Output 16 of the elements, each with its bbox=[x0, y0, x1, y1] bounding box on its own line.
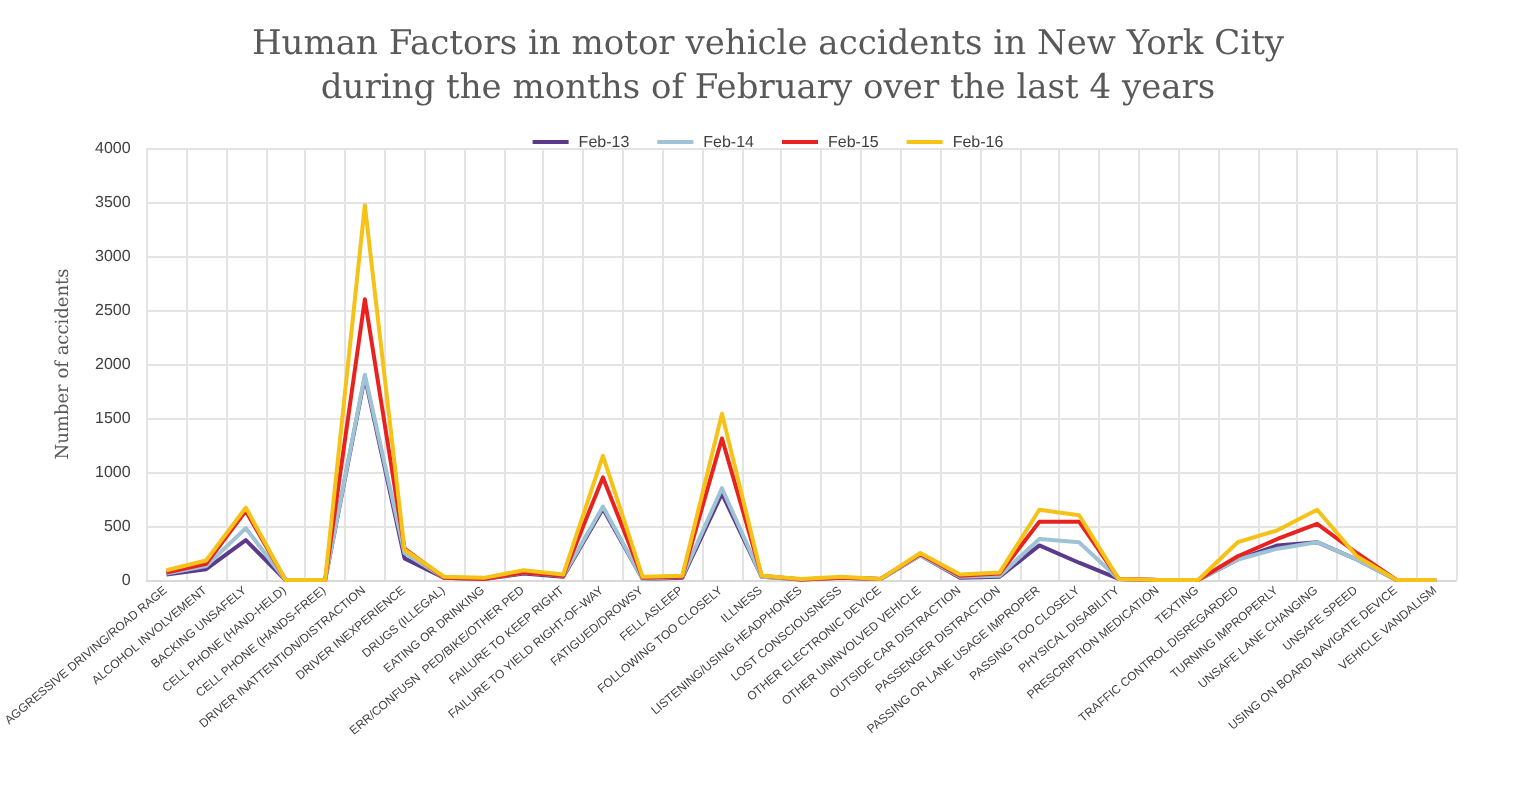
y-tick-label: 1500 bbox=[95, 409, 132, 427]
legend-label: Feb-14 bbox=[703, 133, 756, 151]
y-tick-label: 4000 bbox=[95, 139, 132, 157]
y-tick-label: 2000 bbox=[95, 355, 132, 373]
legend-label: Feb-15 bbox=[828, 133, 880, 151]
y-tick-label: 3000 bbox=[95, 247, 132, 265]
y-tick-label: 2500 bbox=[95, 301, 132, 319]
y-tick-label: 1000 bbox=[95, 463, 132, 481]
chart-title: Human Factors in motor vehicle accidents in New York City during the months of February over the last 4 years bbox=[251, 24, 1285, 108]
legend-label: Feb-13 bbox=[578, 133, 631, 151]
legend-label: Feb-16 bbox=[952, 133, 1005, 151]
y-tick-label: 500 bbox=[103, 517, 132, 535]
y-tick-label: 3500 bbox=[95, 193, 132, 211]
y-tick-label: 0 bbox=[121, 571, 132, 589]
line-series bbox=[164, 203, 1439, 582]
y-axis-title: Number of accidents bbox=[54, 267, 75, 460]
